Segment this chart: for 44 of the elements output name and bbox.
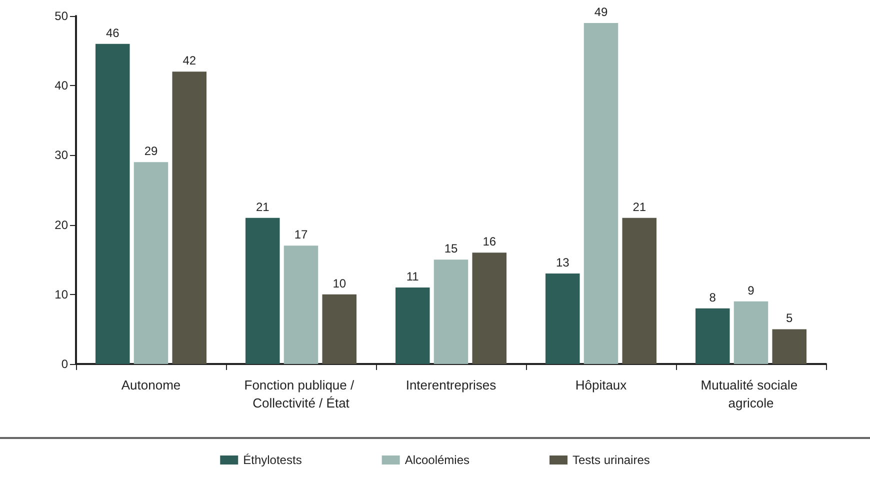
data-label: 8 xyxy=(709,290,716,304)
bar xyxy=(696,308,730,364)
y-tick-label: 20 xyxy=(54,218,68,232)
data-label: 21 xyxy=(632,200,646,214)
y-tick-label: 30 xyxy=(54,148,68,162)
bar xyxy=(134,162,168,364)
data-label: 16 xyxy=(482,234,496,249)
y-tick-label: 0 xyxy=(61,357,68,371)
bar xyxy=(172,72,206,364)
legend-label: Alcoolémies xyxy=(404,453,470,467)
bar xyxy=(622,218,656,364)
x-tick-label: Autonome xyxy=(121,378,181,392)
legend-label: Éthylotests xyxy=(243,453,302,467)
data-label: 9 xyxy=(748,283,755,298)
bar xyxy=(772,329,806,364)
bar xyxy=(322,294,356,364)
data-label: 10 xyxy=(332,276,346,290)
legend-label: Tests urinaires xyxy=(572,453,650,467)
bar xyxy=(96,44,130,364)
data-label: 46 xyxy=(106,26,120,40)
data-label: 13 xyxy=(556,256,570,270)
bar xyxy=(584,22,618,364)
data-label: 11 xyxy=(406,269,420,284)
x-tick-label: Mutualité sociale agricole xyxy=(700,378,802,410)
data-label: 42 xyxy=(182,54,196,68)
y-tick-label: 10 xyxy=(54,287,68,302)
data-label: 17 xyxy=(294,228,308,242)
data-label: 29 xyxy=(144,144,158,158)
bar xyxy=(734,301,768,364)
y-tick-label: 50 xyxy=(54,9,68,23)
data-label: 21 xyxy=(256,200,270,214)
bar xyxy=(396,287,430,364)
data-label: 49 xyxy=(594,4,608,19)
x-tick-label: Interentreprises xyxy=(406,378,497,392)
x-tick-label: Hôpitaux xyxy=(575,378,628,392)
bar xyxy=(284,246,318,364)
data-label: 5 xyxy=(786,311,794,326)
y-tick-label: 40 xyxy=(54,78,68,93)
bar xyxy=(546,274,580,364)
x-tick-label: Fonction publique / Collectivité / État xyxy=(244,378,358,410)
bar xyxy=(472,252,506,364)
data-label: 15 xyxy=(444,242,458,256)
bar xyxy=(434,260,468,364)
bar xyxy=(246,218,280,364)
